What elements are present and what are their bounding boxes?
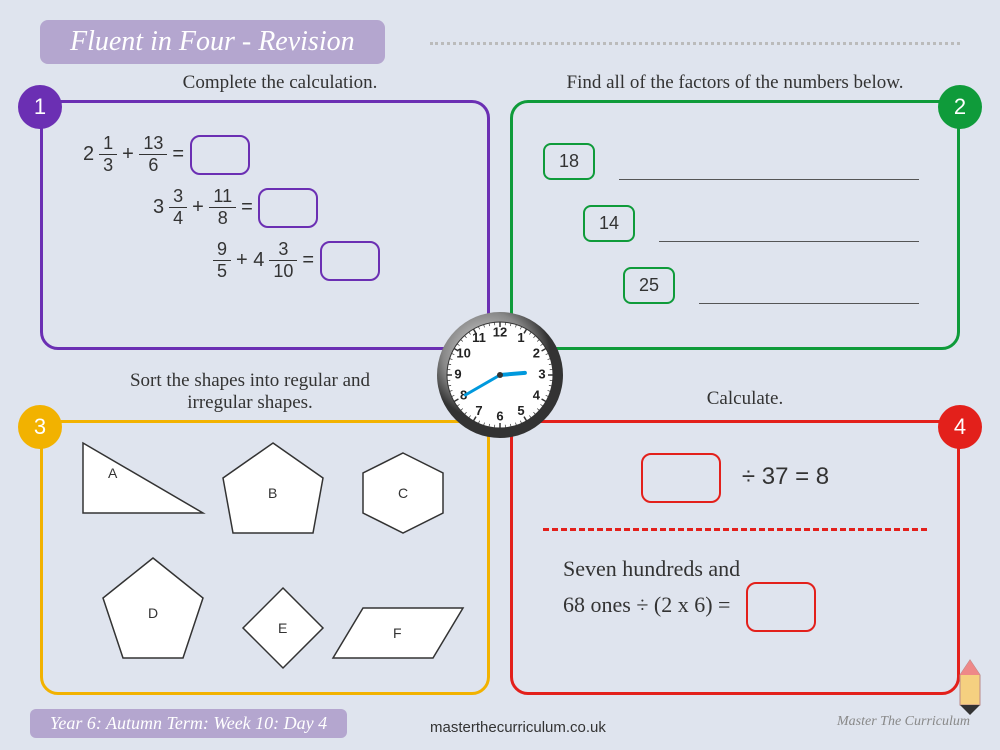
badge-4: 4 [938, 405, 982, 449]
clock-icon: 121234567891011 [435, 310, 565, 440]
factor-num-18: 18 [543, 143, 595, 180]
panel4-prompt: Calculate. [620, 388, 870, 410]
svg-text:B: B [268, 485, 277, 501]
svg-text:6: 6 [496, 408, 503, 423]
factor-line-14[interactable] [659, 241, 919, 242]
header-divider [430, 42, 960, 45]
svg-text:11: 11 [472, 330, 486, 345]
answer-box-4b[interactable] [746, 582, 816, 632]
page-title: Fluent in Four - Revision [40, 20, 385, 64]
panel3-prompt: Sort the shapes into regular and irregul… [100, 370, 400, 414]
shape-a [83, 443, 203, 513]
svg-text:5: 5 [517, 403, 524, 418]
footer-brand: Master The Curriculum [837, 714, 970, 730]
svg-text:2: 2 [533, 345, 540, 360]
panel-2: 18 14 25 [510, 100, 960, 350]
shapes-svg: A B C D E F [43, 423, 493, 698]
svg-text:9: 9 [454, 366, 461, 381]
svg-text:F: F [393, 625, 402, 641]
svg-text:7: 7 [475, 403, 482, 418]
answer-box-1a[interactable] [190, 135, 250, 175]
answer-box-1c[interactable] [320, 241, 380, 281]
svg-text:4: 4 [533, 387, 541, 402]
panel-3: A B C D E F [40, 420, 490, 695]
svg-text:C: C [398, 485, 408, 501]
svg-text:10: 10 [456, 345, 470, 360]
panel1-prompt: Complete the calculation. [120, 72, 440, 94]
svg-text:3: 3 [538, 366, 545, 381]
svg-text:E: E [278, 620, 287, 636]
calc-eq1: ÷ 37 = 8 [543, 453, 927, 503]
calc-eq2: Seven hundreds and 68 ones ÷ (2 x 6) = [543, 556, 927, 632]
panel4-divider [543, 528, 927, 531]
factor-line-25[interactable] [699, 303, 919, 304]
svg-text:A: A [108, 465, 118, 481]
panel-1: 2 13 + 136 = 3 34 + 118 = 95 + 4 310 = [40, 100, 490, 350]
equation-1: 2 13 + 136 = [83, 133, 457, 176]
badge-1: 1 [18, 85, 62, 129]
equation-3: 95 + 4 310 = [213, 239, 457, 282]
factor-line-18[interactable] [619, 179, 919, 180]
panel2-prompt: Find all of the factors of the numbers b… [525, 72, 945, 94]
svg-text:1: 1 [517, 330, 524, 345]
factor-num-25: 25 [623, 267, 675, 304]
factor-num-14: 14 [583, 205, 635, 242]
footer-url: masterthecurriculum.co.uk [430, 719, 606, 736]
svg-text:D: D [148, 605, 158, 621]
panel-4: ÷ 37 = 8 Seven hundreds and 68 ones ÷ (2… [510, 420, 960, 695]
equation-2: 3 34 + 118 = [153, 186, 457, 229]
answer-box-1b[interactable] [258, 188, 318, 228]
badge-3: 3 [18, 405, 62, 449]
badge-2: 2 [938, 85, 982, 129]
answer-box-4a[interactable] [641, 453, 721, 503]
pencil-icon [955, 655, 985, 715]
footer-term: Year 6: Autumn Term: Week 10: Day 4 [30, 709, 347, 738]
